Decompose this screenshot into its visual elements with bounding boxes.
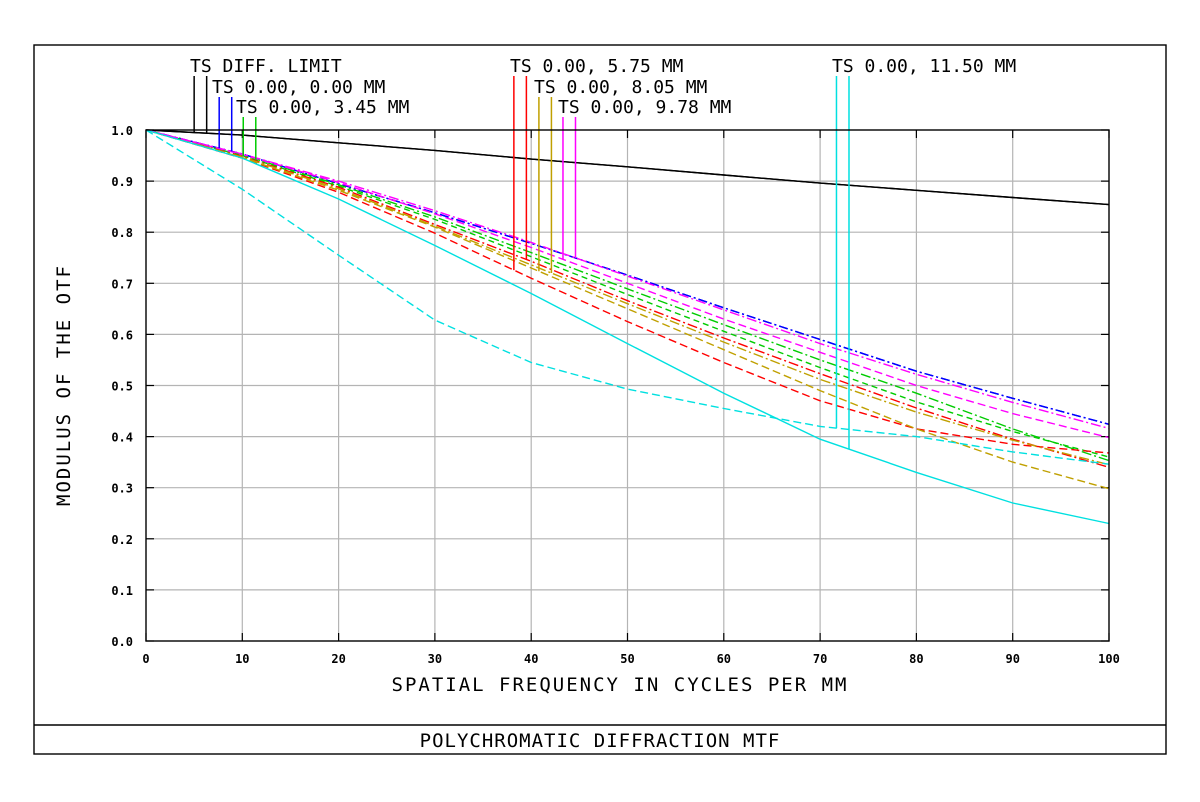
y-tick-label: 0.5: [111, 380, 133, 394]
y-tick-label: 0.9: [111, 175, 133, 189]
tick-layer: 0 10 20 30 40 50 60 70 80 90 100 0.0 0.1 0.2 0.3 0.4 0.5…: [111, 124, 1120, 666]
x-tick-label: 20: [331, 652, 345, 666]
series-layer: [145, 129, 1110, 525]
legend-label: TS DIFF. LIMIT: [190, 56, 342, 77]
legend-label: TS 0.00, 0.00 MM: [212, 77, 386, 98]
y-axis-title: MODULUS OF THE OTF: [53, 264, 75, 506]
x-tick-label: 10: [235, 652, 249, 666]
chart-caption: POLYCHROMATIC DIFFRACTION MTF: [420, 730, 781, 752]
x-tick-label: 80: [909, 652, 923, 666]
mtf-series-line: [145, 129, 1110, 454]
x-axis-title: SPATIAL FREQUENCY IN CYCLES PER MM: [392, 674, 849, 696]
plot-frame: [145, 129, 1110, 642]
y-tick-label: 0.2: [111, 533, 133, 547]
mtf-series-line: [145, 129, 1110, 458]
x-tick-label: 90: [1005, 652, 1019, 666]
x-tick-label: 0: [142, 652, 149, 666]
y-tick-label: 0.6: [111, 328, 133, 342]
outer-frame: [33, 44, 1167, 755]
y-tick-label: 0.0: [111, 635, 133, 649]
y-tick-label: 0.3: [111, 482, 133, 496]
x-tick-label: 30: [428, 652, 442, 666]
legend-label: TS 0.00, 3.45 MM: [236, 97, 410, 118]
x-tick-label: 40: [524, 652, 538, 666]
marker-layer: [193, 76, 850, 450]
legend-label: TS 0.00, 11.50 MM: [832, 56, 1016, 77]
y-tick-label: 0.4: [111, 431, 133, 445]
legend-label: TS 0.00, 5.75 MM: [510, 56, 684, 77]
mtf-series-line: [145, 129, 1110, 439]
mtf-series-line: [145, 129, 1110, 525]
y-tick-label: 0.8: [111, 226, 133, 240]
y-tick-label: 0.1: [111, 584, 133, 598]
x-tick-label: 60: [717, 652, 731, 666]
y-tick-label: 1.0: [111, 124, 133, 138]
mtf-series-line: [145, 129, 1110, 465]
x-tick-label: 100: [1098, 652, 1120, 666]
legend-label: TS 0.00, 8.05 MM: [534, 77, 708, 98]
mtf-series-line: [145, 129, 1110, 466]
legend-label: TS 0.00, 9.78 MM: [558, 97, 732, 118]
mtf-series-line: [145, 129, 1110, 425]
y-tick-label: 0.7: [111, 277, 133, 291]
x-tick-label: 70: [813, 652, 827, 666]
mtf-series-line: [145, 129, 1110, 468]
grid-layer: [146, 130, 1109, 641]
x-tick-label: 50: [620, 652, 634, 666]
mtf-series-line: [145, 129, 1110, 430]
mtf-series-line: [145, 129, 1110, 462]
mtf-series-line: [145, 129, 1110, 206]
